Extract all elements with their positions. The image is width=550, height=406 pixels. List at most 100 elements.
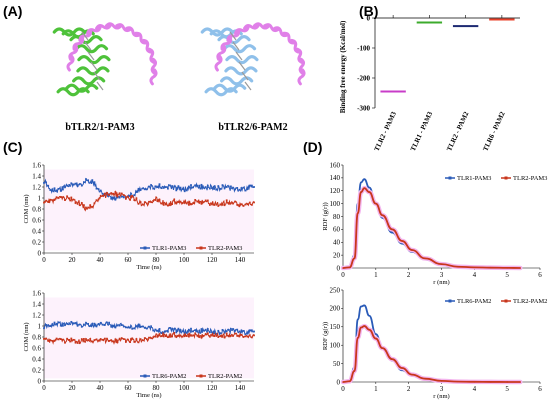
legend-marker (448, 299, 452, 303)
data-point (80, 325, 83, 328)
data-point (146, 327, 148, 330)
data-point (363, 304, 366, 307)
helix-ribbon (243, 23, 260, 30)
data-point (246, 203, 249, 206)
data-point (116, 341, 119, 344)
helix-ribbon (296, 47, 304, 64)
ligand-bond (235, 51, 243, 61)
data-point (164, 186, 167, 188)
data-point (238, 205, 241, 208)
data-point (246, 332, 249, 335)
data-point (248, 201, 251, 204)
data-point (112, 324, 115, 327)
data-point (179, 186, 182, 189)
x-tick-label: 2 (407, 385, 411, 393)
y-tick-label: 0 (367, 15, 371, 23)
data-point (401, 367, 403, 369)
series-line-1 (342, 304, 521, 383)
data-point (192, 330, 194, 333)
y-tick-label: 40 (333, 239, 341, 247)
data-point (177, 327, 180, 330)
data-point (93, 181, 96, 184)
data-point (251, 329, 253, 332)
data-point (167, 187, 169, 190)
data-point (49, 198, 52, 201)
data-point (188, 335, 190, 338)
data-point (173, 198, 176, 201)
data-point (204, 199, 207, 202)
data-point (133, 199, 136, 201)
data-point (251, 184, 253, 187)
data-point (209, 203, 211, 206)
data-point (106, 321, 108, 324)
data-point (206, 199, 209, 202)
data-point (169, 204, 171, 207)
data-point (89, 325, 92, 327)
data-point (202, 186, 205, 189)
data-point (248, 329, 251, 332)
data-point (143, 188, 146, 191)
data-point (391, 228, 394, 231)
data-point (223, 331, 226, 334)
data-point (185, 189, 188, 192)
data-point (375, 337, 377, 340)
data-point (167, 330, 169, 333)
x-tick-label: 0 (42, 256, 46, 264)
ligand-bond (81, 31, 89, 41)
x-tick-label: 60 (125, 384, 133, 392)
data-point (47, 340, 50, 342)
data-point (221, 203, 224, 206)
y-tick-label: 120 (330, 187, 341, 195)
data-point (78, 323, 81, 326)
data-point (133, 194, 136, 196)
data-point (116, 195, 119, 198)
data-point (160, 187, 163, 190)
legend-marker (199, 374, 203, 378)
data-point (519, 381, 522, 383)
data-point (227, 202, 230, 205)
helix-ribbon (148, 47, 156, 64)
data-point (47, 201, 50, 203)
data-point (213, 187, 215, 190)
data-point (62, 338, 64, 341)
data-point (148, 200, 150, 203)
data-point (51, 323, 54, 326)
data-point (129, 194, 131, 197)
data-point (440, 263, 443, 265)
data-point (194, 199, 197, 201)
data-point (240, 329, 243, 332)
data-point (206, 184, 209, 187)
data-point (139, 326, 142, 328)
data-point (110, 192, 113, 194)
tlr2-ribbon-icon (66, 22, 158, 86)
data-point (230, 334, 232, 337)
data-point (72, 322, 75, 325)
data-point (169, 184, 171, 187)
data-point (158, 333, 161, 335)
x-tick-label: 0 (341, 385, 345, 393)
ligand-bond (87, 51, 95, 61)
data-point (164, 330, 167, 333)
helix-ribbon (52, 27, 86, 37)
data-point (246, 335, 249, 338)
x-axis-label: r (nm) (433, 393, 449, 400)
data-point (57, 321, 60, 324)
data-point (253, 330, 255, 333)
data-point (368, 186, 371, 189)
data-point (411, 249, 413, 251)
data-point (78, 342, 81, 345)
y-tick-label: 0.4 (32, 355, 41, 363)
y-tick-label: 1 (38, 194, 42, 202)
data-point (87, 339, 89, 341)
ligand-icon (81, 31, 104, 91)
data-point (118, 196, 121, 199)
data-point (213, 335, 215, 338)
data-point (43, 201, 45, 204)
data-point (80, 184, 83, 187)
helix-ribbon (86, 25, 102, 35)
data-point (353, 257, 356, 260)
legend-label: TLR1-PAM3 (457, 175, 491, 182)
data-point (217, 336, 220, 338)
y-tick-label: 140 (330, 174, 341, 182)
